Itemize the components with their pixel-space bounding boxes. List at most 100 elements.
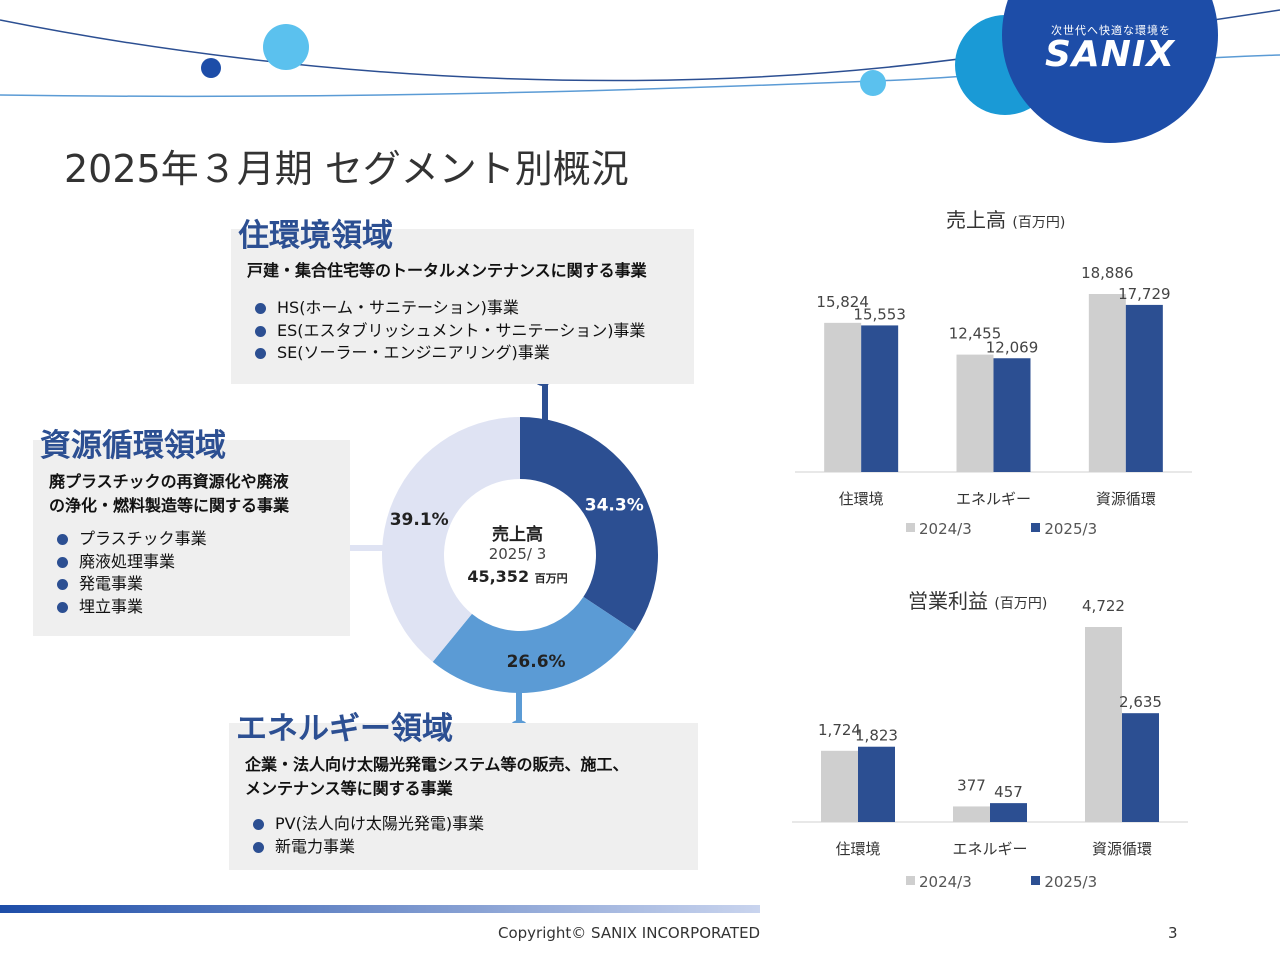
list-item: SE(ソーラー・エンジニアリング)事業 — [255, 342, 645, 365]
bar-2024-3 — [824, 322, 862, 472]
bar-value-label: 457 — [994, 783, 1023, 801]
sales-legend: 2024/3 2025/3 — [906, 520, 1097, 538]
donut-slice — [520, 417, 658, 632]
energy-desc-line: メンテナンス等に関する事業 — [245, 779, 453, 798]
logo-tagline: 次世代へ快適な環境を — [1051, 24, 1171, 37]
bullet-icon — [253, 841, 264, 853]
bullet-icon — [57, 534, 68, 545]
housing-title: 住環境領域 — [238, 218, 393, 254]
donut-slice — [432, 596, 636, 693]
bar-2025-3 — [861, 325, 899, 472]
bar-2025-3 — [1125, 304, 1163, 472]
energy-desc-line: 企業・法人向け太陽光発電システム等の販売、施工、 — [245, 755, 629, 774]
profit-legend: 2024/3 2025/3 — [906, 873, 1097, 891]
donut-slice — [382, 417, 520, 662]
donut-slice-label: 34.3% — [585, 495, 644, 515]
energy-title: エネルギー領域 — [236, 711, 453, 747]
resource-box: 廃プラスチックの再資源化や廃液 の浄化・燃料製造等に関する事業 プラスチック事業… — [33, 440, 350, 636]
bullet-icon — [57, 601, 68, 613]
bullet-icon — [57, 579, 68, 590]
list-item: HS(ホーム・サニテーション)事業 — [255, 297, 645, 320]
energy-list: PV(法人向け太陽光発電)事業 新電力事業 — [253, 813, 484, 858]
bar-value-label: 18,886 — [1081, 264, 1134, 282]
bullet-icon — [255, 348, 266, 359]
list-item: 廃液処理事業 — [57, 551, 207, 574]
footer-bar — [0, 905, 760, 913]
category-label: 資源循環 — [1092, 840, 1152, 858]
deco-bubble-1 — [263, 24, 309, 70]
donut-total-value: 45,352 — [467, 567, 530, 586]
resource-desc-line: 廃プラスチックの再資源化や廃液 — [49, 472, 289, 491]
donut-slice-label: 39.1% — [390, 510, 449, 530]
bar-value-label: 377 — [957, 776, 986, 794]
bar-2024-3 — [956, 354, 994, 472]
sales-chart-title: 売上高 (百万円) — [946, 208, 1066, 232]
logo: SANIX — [1044, 34, 1176, 75]
resource-desc-line: の浄化・燃料製造等に関する事業 — [49, 496, 290, 515]
donut-center-period: 2025/ 3 — [488, 545, 547, 563]
category-label: 住環境 — [839, 490, 884, 508]
legend-swatch-2024 — [906, 876, 915, 885]
bar-value-label: 1,724 — [818, 721, 861, 739]
energy-desc: 企業・法人向け太陽光発電システム等の販売、施工、 メンテナンス等に関する事業 — [245, 753, 629, 801]
bar-2024-3 — [1088, 294, 1126, 472]
housing-box: 戸建・集合住宅等のトータルメンテナンスに関する事業 HS(ホーム・サニテーション… — [231, 229, 694, 384]
resource-title: 資源循環領域 — [40, 428, 226, 464]
category-label: 住環境 — [835, 840, 880, 858]
page-title: 2025年３月期 セグメント別概況 — [64, 147, 629, 191]
list-item: 発電事業 — [57, 573, 207, 596]
logo-circle-dark — [1002, 0, 1218, 143]
bar-value-label: 1,823 — [855, 727, 898, 745]
bar-value-label: 2,635 — [1119, 693, 1162, 711]
legend-label: 2025/3 — [1044, 873, 1098, 891]
category-label: 資源循環 — [1096, 490, 1156, 508]
bar-value-label: 15,553 — [853, 305, 906, 323]
resource-list: プラスチック事業 廃液処理事業 発電事業 埋立事業 — [57, 528, 207, 618]
bar-value-label: 12,455 — [949, 325, 1002, 343]
bullet-icon — [255, 325, 266, 337]
deco-bubble-3 — [860, 70, 886, 96]
legend-swatch-2025 — [1031, 523, 1041, 532]
donut-slice-label: 26.6% — [507, 652, 566, 672]
bullet-icon — [255, 303, 266, 314]
legend-swatch-2025 — [1031, 876, 1041, 885]
copyright: Copyright© SANIX INCORPORATED — [498, 924, 761, 942]
bar-value-label: 12,069 — [986, 338, 1039, 356]
bullet-icon — [253, 819, 264, 830]
bar-value-label: 4,722 — [1082, 600, 1125, 615]
list-item: PV(法人向け太陽光発電)事業 — [253, 813, 484, 836]
donut-center-value: 45,352 百万円 — [440, 567, 595, 586]
deco-bubble-2 — [201, 58, 221, 78]
category-label: エネルギー — [956, 490, 1031, 508]
energy-box: 企業・法人向け太陽光発電システム等の販売、施工、 メンテナンス等に関する事業 P… — [229, 723, 698, 870]
list-item: 埋立事業 — [57, 596, 207, 619]
bullet-icon — [57, 556, 68, 568]
bar-value-label: 17,729 — [1118, 285, 1171, 303]
resource-desc: 廃プラスチックの再資源化や廃液 の浄化・燃料製造等に関する事業 — [49, 470, 289, 518]
bar-2025-3 — [858, 746, 895, 822]
profit-chart-title: 営業利益 (百万円) — [908, 589, 1048, 613]
housing-list: HS(ホーム・サニテーション)事業 ES(エスタブリッシュメント・サニテーション… — [255, 297, 645, 365]
legend-label: 2024/3 — [919, 873, 972, 891]
bar-2024-3 — [1085, 627, 1122, 822]
bar-2025-3 — [990, 803, 1027, 822]
sales-donut-chart: 34.3% 26.6% 39.1% — [382, 417, 658, 693]
legend-label: 2024/3 — [919, 520, 972, 538]
list-item: ES(エスタブリッシュメント・サニテーション)事業 — [255, 320, 645, 343]
legend-swatch-2024 — [906, 523, 915, 532]
bar-value-label: 15,824 — [816, 293, 869, 311]
bar-2025-3 — [1122, 713, 1159, 822]
bar-2024-3 — [821, 750, 858, 822]
bar-2024-3 — [953, 806, 990, 822]
page-number: 3 — [1168, 924, 1178, 942]
housing-desc: 戸建・集合住宅等のトータルメンテナンスに関する事業 — [247, 261, 647, 280]
list-item: 新電力事業 — [253, 836, 484, 859]
legend-label: 2025/3 — [1044, 520, 1098, 538]
bar-2025-3 — [993, 358, 1031, 472]
donut-center-title: 売上高 — [492, 525, 543, 545]
donut-total-unit: 百万円 — [534, 572, 568, 585]
list-item: プラスチック事業 — [57, 528, 207, 551]
header-curve-1 — [0, 9, 1280, 82]
